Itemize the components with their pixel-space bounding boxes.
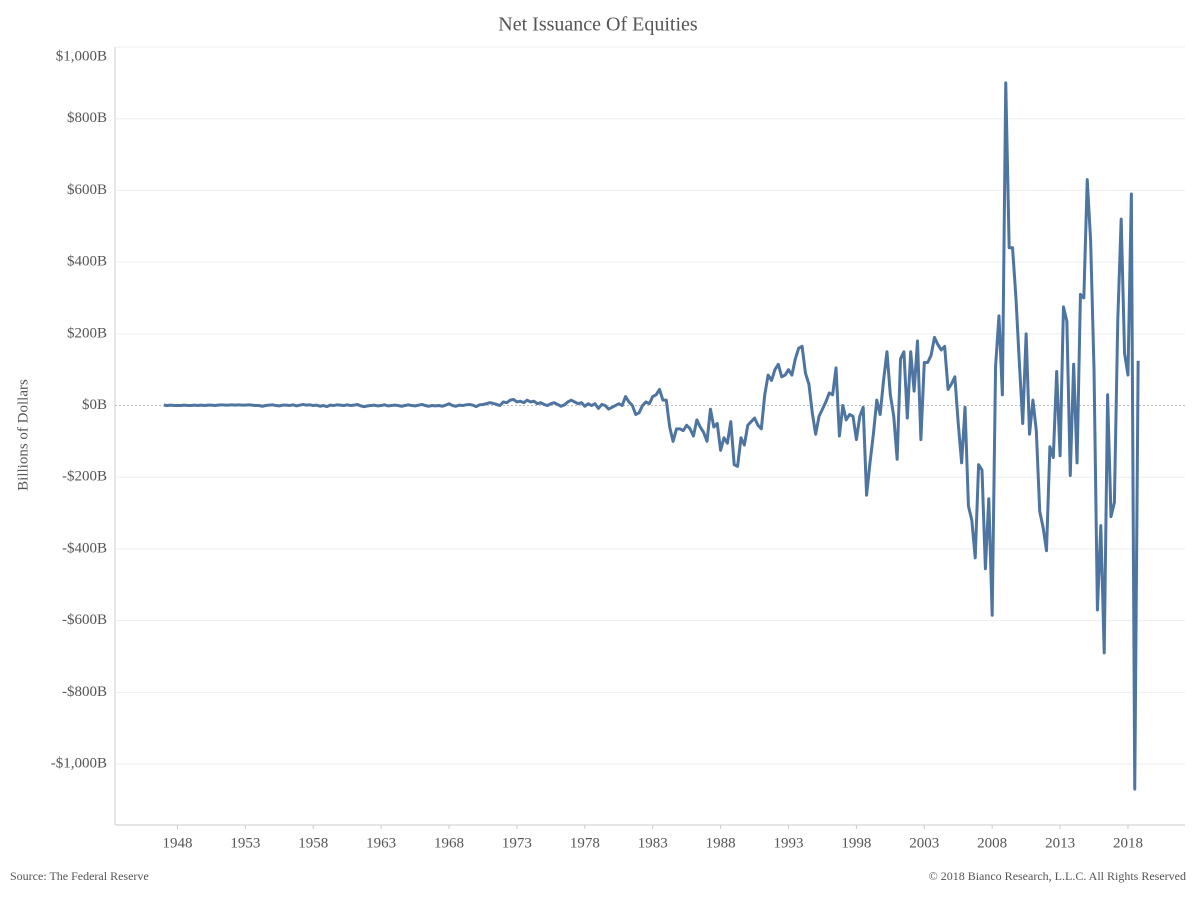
x-tick-label: 2003 [909,835,939,851]
y-tick-label: $1,000B [56,48,107,64]
x-tick-label: 1978 [570,835,600,851]
y-tick-label: $800B [67,110,107,126]
y-tick-label: -$200B [62,469,107,485]
x-tick-label: 1958 [298,835,328,851]
y-tick-label: -$600B [62,612,107,628]
x-tick-label: 1963 [366,835,396,851]
copyright-note: © 2018 Bianco Research, L.L.C. All Right… [929,869,1186,883]
y-tick-label: $400B [67,254,107,270]
y-tick-label: -$1,000B [51,755,107,771]
x-tick-label: 1953 [230,835,260,851]
x-tick-label: 1988 [706,835,736,851]
x-tick-label: 1993 [774,835,804,851]
y-tick-label: $0B [82,397,107,413]
y-tick-label: $200B [67,325,107,341]
x-tick-label: 1983 [638,835,668,851]
x-tick-label: 1998 [841,835,871,851]
x-tick-label: 2018 [1113,835,1143,851]
x-tick-label: 1973 [502,835,532,851]
x-tick-label: 2008 [977,835,1007,851]
y-tick-label: $600B [67,182,107,198]
y-tick-label: -$800B [62,684,107,700]
x-tick-label: 1968 [434,835,464,851]
x-tick-label: 1948 [162,835,192,851]
y-axis-title: Billions of Dollars [15,379,31,491]
chart-title: Net Issuance Of Equities [498,14,698,36]
data-line [163,81,1140,791]
x-tick-label: 2013 [1045,835,1075,851]
source-note: Source: The Federal Reserve [10,869,149,883]
y-tick-label: -$400B [62,540,107,556]
